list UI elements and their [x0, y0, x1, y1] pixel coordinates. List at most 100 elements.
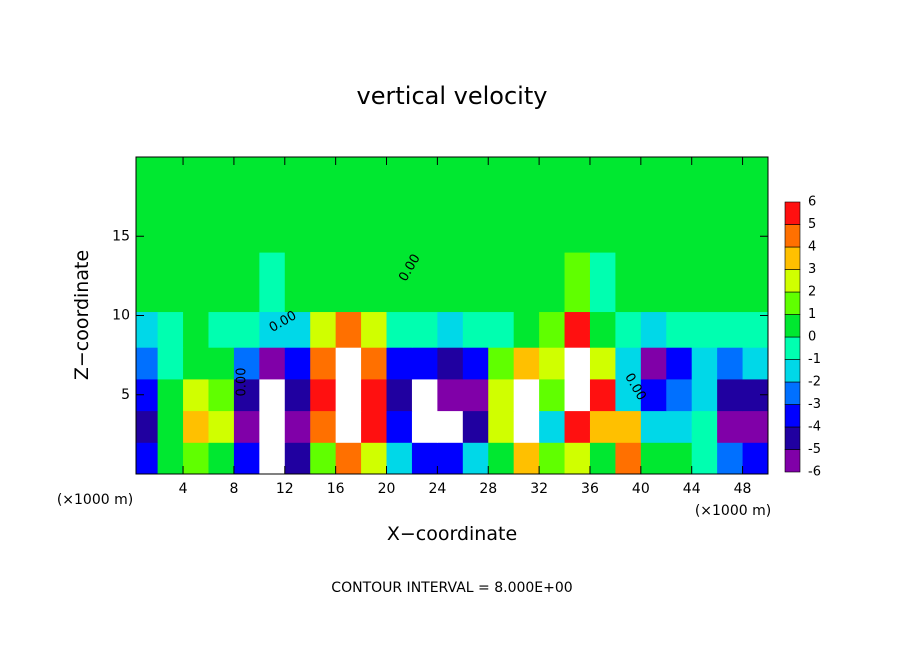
cell: [335, 157, 362, 253]
cell: [386, 442, 413, 475]
cell: [564, 347, 591, 380]
cell: [589, 442, 616, 475]
colorbar-swatch: [784, 291, 801, 315]
cell: [742, 347, 769, 380]
cell: [539, 157, 566, 253]
cell: [259, 157, 286, 253]
cell: [386, 410, 413, 443]
cell: [640, 442, 667, 475]
colorbar-label: 3: [808, 262, 816, 277]
colorbar-label: -4: [808, 420, 821, 435]
cell: [233, 157, 260, 253]
cell: [233, 378, 260, 412]
cell: [742, 252, 769, 313]
cell: [513, 347, 540, 380]
cell: [717, 311, 744, 348]
cell: [259, 442, 286, 475]
cell: [437, 378, 464, 412]
cell: [183, 347, 209, 380]
cell: [411, 442, 438, 475]
cell: [386, 252, 413, 313]
cell: [284, 157, 311, 253]
cell: [136, 347, 159, 380]
cell: [615, 157, 642, 253]
cell: [233, 410, 260, 443]
cell: [589, 157, 616, 253]
cell: [183, 252, 209, 313]
cell: [157, 347, 184, 380]
cell: [208, 157, 235, 253]
cell: [717, 378, 744, 412]
cell: [691, 410, 718, 443]
cell: [259, 311, 286, 348]
cell: [615, 252, 642, 313]
cell: [183, 157, 209, 253]
cell: [742, 157, 769, 253]
cell: [157, 252, 184, 313]
cell: [437, 311, 464, 348]
cell: [335, 252, 362, 313]
chart-title: vertical velocity: [357, 82, 548, 110]
cell: [208, 311, 235, 348]
x-tick-label: 28: [479, 481, 497, 497]
y-tick-label: 10: [112, 308, 130, 324]
cell: [564, 442, 591, 475]
x-tick-label: 8: [229, 481, 238, 497]
cell: [208, 252, 235, 313]
cell: [411, 378, 438, 412]
cell: [564, 410, 591, 443]
cell: [437, 252, 464, 313]
cell: [666, 311, 693, 348]
x-unit: (×1000 m): [57, 492, 133, 508]
cell: [640, 252, 667, 313]
colorbar-swatch: [784, 426, 801, 450]
cell: [717, 347, 744, 380]
x-tick-label: 12: [276, 481, 294, 497]
cell: [666, 347, 693, 380]
cell: [208, 410, 235, 443]
cell: [361, 442, 388, 475]
colorbar-label: 0: [808, 330, 816, 345]
cell: [589, 410, 616, 443]
cell: [335, 378, 362, 412]
cell: [488, 378, 515, 412]
cell: [462, 442, 489, 475]
cell: [361, 378, 388, 412]
cell: [136, 378, 159, 412]
cell: [284, 442, 311, 475]
cell: [513, 252, 540, 313]
cell: [615, 311, 642, 348]
cell: [539, 442, 566, 475]
cell: [513, 410, 540, 443]
x-tick-label: 48: [734, 481, 752, 497]
cell: [742, 410, 769, 443]
cell: [666, 252, 693, 313]
cell: [136, 442, 159, 475]
cell: [539, 410, 566, 443]
cell: [666, 442, 693, 475]
cell: [691, 347, 718, 380]
colorbar-label: -1: [808, 352, 821, 367]
cell: [615, 442, 642, 475]
cell: [615, 378, 642, 412]
cell: [691, 157, 718, 253]
cell: [157, 311, 184, 348]
cell: [539, 378, 566, 412]
cell: [361, 410, 388, 443]
cell: [742, 311, 769, 348]
cell: [539, 347, 566, 380]
cell: [411, 410, 438, 443]
colorbar-label: -2: [808, 375, 821, 390]
cell: [284, 347, 311, 380]
cell: [564, 252, 591, 313]
cell: [691, 378, 718, 412]
colorbar-swatch: [784, 201, 801, 225]
cell: [462, 157, 489, 253]
cell: [488, 410, 515, 443]
cell: [157, 157, 184, 253]
cell: [284, 410, 311, 443]
cell: [462, 347, 489, 380]
cell: [310, 311, 337, 348]
